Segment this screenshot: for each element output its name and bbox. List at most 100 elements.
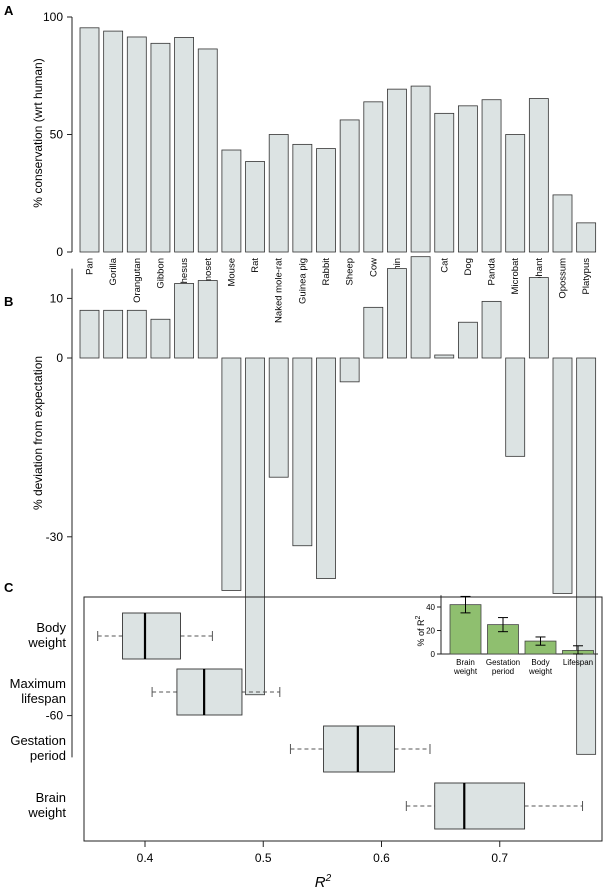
panel-b-bar-dolphin — [387, 268, 407, 359]
panel-a-bars — [79, 27, 597, 253]
inset-category-label-brain-weight: Brain weight — [453, 658, 478, 676]
panel-b-bar-rhesus — [174, 283, 195, 359]
panel-a-bar-microbat — [505, 134, 526, 253]
panel-b-bar-rabbit — [316, 357, 336, 579]
panel-a-category-label: Guinea pig — [297, 258, 308, 304]
panel-a-category-label: Orangutan — [132, 258, 143, 303]
panel-b-bar-orangutan — [126, 309, 147, 359]
inset-category-label-line: Body — [531, 658, 549, 667]
box-brain-weight — [434, 782, 526, 830]
panel-a-bar-chart: A 0 50 100 Pan Gorilla Orangutan Gibbon Rhesus… — [4, 3, 597, 323]
panel-b-y-tick-label: -30 — [46, 530, 64, 544]
panel-b-bar-mouse — [221, 357, 242, 591]
panel-a-category-label: Cow — [368, 258, 379, 277]
panel-a-category-label: Gibbon — [155, 258, 166, 289]
panel-b-bar-cat — [434, 354, 455, 359]
box-body-weight — [122, 612, 181, 660]
panel-a-bar-opossum — [552, 194, 573, 253]
row-label-brain-weight: Brain weight — [27, 790, 66, 820]
panel-b-bar-panda — [481, 300, 502, 359]
panel-a-bar-panda — [481, 99, 502, 253]
panel-a-category-label: Gorilla — [108, 257, 119, 285]
panel-a-category-label: Rat — [250, 258, 261, 273]
panel-a-letter: A — [4, 3, 14, 18]
panel-a-bar-dog — [457, 105, 478, 253]
panel-b-bar-cow — [363, 306, 384, 359]
row-label-line: weight — [27, 805, 66, 820]
panel-b-y-tick-label: -60 — [46, 709, 64, 723]
panel-a-bar-orangutan — [126, 36, 147, 253]
panel-a-category-label: Rabbit — [321, 258, 332, 286]
panel-b-bars — [79, 256, 597, 755]
panel-a-category-label: Elephant — [534, 258, 545, 296]
panel-c-x-tick-label: 0.6 — [373, 851, 390, 865]
panel-a-category-label: Dog — [463, 258, 474, 275]
panel-c-x-tick-label: 0.4 — [137, 851, 154, 865]
panel-a-bar-rhesus — [174, 37, 195, 253]
row-label-line: Maximum — [10, 676, 66, 691]
panel-a-category-label: Naked mole-rat — [274, 258, 285, 323]
inset-category-label-line: Lifespan — [563, 658, 593, 667]
panel-a-y-axis: 0 50 100 — [43, 10, 73, 259]
box-maximum-lifespan — [176, 668, 243, 716]
panel-b-bar-opossum — [552, 357, 573, 594]
row-label-line: lifespan — [21, 691, 66, 706]
panel-a-bar-cow — [363, 101, 384, 253]
panel-c-boxes — [97, 612, 584, 830]
panel-a-y-axis-label: % conservation (wrt human) — [31, 58, 45, 207]
box-gestation-period — [323, 725, 395, 773]
panel-b-y-axis-label: % deviation from expectation — [31, 356, 45, 510]
panel-b-bar-gorilla — [103, 309, 124, 359]
panel-a-bar-marmoset — [197, 48, 218, 253]
panel-a-y-tick-label: 50 — [50, 128, 64, 142]
panel-b-bar-pan — [79, 309, 100, 359]
panel-a-bar-rabbit — [316, 148, 336, 253]
row-label-line: Body — [36, 620, 66, 635]
panel-b-letter: B — [4, 294, 13, 309]
panel-a-bar-dolphin — [387, 88, 407, 253]
panel-a-bar-mouse — [221, 149, 242, 253]
inset-category-label-line: period — [492, 667, 514, 676]
row-label-line: Brain — [36, 790, 66, 805]
row-label-line: Gestation — [10, 733, 66, 748]
panel-b-bar-sheep — [339, 357, 360, 383]
panel-a-category-label: Pan — [85, 258, 96, 275]
panel-c-x-tick-label: 0.5 — [255, 851, 272, 865]
panel-a-bar-horse — [410, 85, 431, 253]
inset-category-label-lifespan: Lifespan — [563, 658, 593, 667]
inset-category-label-body-weight: Body weight — [528, 658, 553, 676]
inset-y-tick-label: 40 — [426, 603, 435, 612]
panel-c-x-axis: 0.4 0.5 0.6 0.7 — [137, 841, 508, 865]
panel-c-row-labels: Body weight Maximum lifespan Gestation period… — [10, 620, 67, 820]
row-label-gestation-period: Gestation period — [10, 733, 66, 763]
panel-c-x-axis-label: R2 — [315, 873, 332, 891]
inset-y-tick-label: 0 — [431, 650, 436, 659]
inset-category-label-gestation-period: Gestation period — [486, 658, 520, 676]
panel-a-category-label: Platypus — [581, 258, 592, 295]
panel-b-y-tick-label: 10 — [50, 291, 64, 305]
panel-a-bar-elephant — [528, 98, 549, 253]
inset-category-label-line: weight — [453, 667, 478, 676]
panel-b-y-axis: 10 0 -30 -60 — [46, 268, 73, 758]
panel-a-bar-gorilla — [103, 30, 124, 253]
panel-a-bar-guinea-pig — [292, 143, 313, 253]
inset-y-tick-label: 20 — [426, 627, 435, 636]
panel-a-category-label: Rhesus — [179, 258, 190, 290]
panel-b-bar-guinea-pig — [292, 357, 313, 547]
panel-a-category-label: Panda — [487, 257, 498, 285]
panel-a-bar-rat — [245, 161, 265, 253]
panel-c-frame — [83, 596, 603, 842]
panel-a-category-label: Opossum — [558, 258, 569, 299]
inset-category-label-line: Brain — [456, 658, 475, 667]
row-label-line: period — [30, 748, 66, 763]
panel-a-y-tick-label: 100 — [43, 10, 63, 24]
panel-a-y-tick-label: 0 — [56, 245, 63, 259]
panel-c-x-tick-label: 0.7 — [491, 851, 508, 865]
panel-b-bar-dog — [457, 321, 478, 359]
panel-a-category-label: Microbat — [510, 258, 521, 295]
panel-a-bar-naked-mole-rat — [268, 134, 289, 253]
panel-a-bar-platypus — [576, 222, 597, 253]
